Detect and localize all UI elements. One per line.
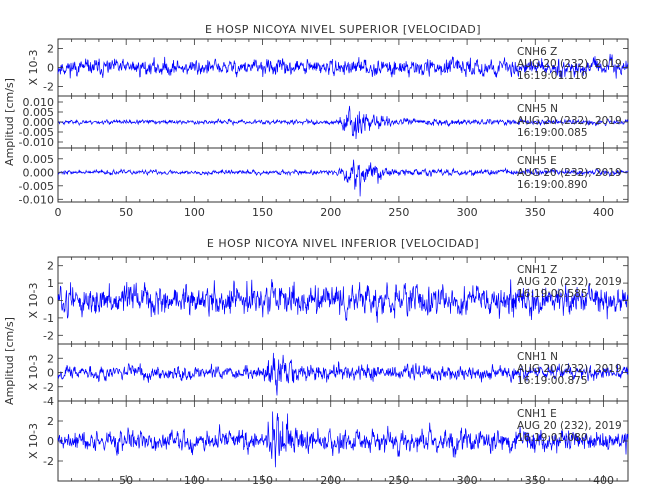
- x-tick-label: 50: [119, 474, 133, 487]
- y-axis-label: Amplitud [cm/s]: [3, 317, 16, 405]
- y-tick-label: 0: [47, 367, 54, 380]
- x-tick-label: 100: [184, 474, 205, 487]
- scale-multiplier-label: X 10-3: [27, 423, 40, 459]
- waveform-line: [57, 411, 629, 468]
- y-axis-label: Amplitud [cm/s]: [3, 78, 16, 166]
- y-tick-label: -1: [43, 312, 54, 325]
- time-label: 16:19:00.875: [517, 375, 588, 387]
- x-tick-label: 350: [525, 206, 546, 219]
- scale-multiplier-label: X 10-3: [27, 50, 40, 86]
- x-tick-label: 400: [593, 474, 614, 487]
- channel-label: CNH6 Z: [517, 46, 557, 58]
- chart-inferior: E HOSP NICOYA NIVEL INFERIOR [VELOCIDAD]…: [3, 237, 629, 487]
- channel-label: CNH5 E: [517, 155, 557, 167]
- y-tick-label: 0.010: [23, 96, 55, 109]
- y-tick-label: 0: [47, 295, 54, 308]
- x-tick-label: 0: [55, 206, 62, 219]
- y-tick-label: 0: [47, 62, 54, 75]
- y-tick-label: -0.005: [19, 180, 54, 193]
- date-label: AUG 20 (232), 2019: [517, 115, 622, 127]
- y-tick-label: -0.010: [19, 193, 54, 206]
- x-tick-label: 150: [252, 206, 273, 219]
- y-tick-label: 1: [47, 277, 54, 290]
- scale-multiplier-label: X 10-3: [27, 283, 40, 319]
- x-tick-label: 250: [388, 206, 409, 219]
- waveform-line: [57, 105, 629, 140]
- y-tick-label: -2: [43, 329, 54, 342]
- channel-label: CNH1 N: [517, 351, 558, 363]
- time-label: 16:19:00.890: [517, 179, 588, 191]
- y-tick-label: -2: [43, 455, 54, 468]
- date-label: AUG 20 (232), 2019: [517, 420, 622, 432]
- time-label: 16:19:00.085: [517, 127, 588, 139]
- y-tick-label: -4: [43, 395, 54, 408]
- x-tick-label: 400: [593, 206, 614, 219]
- x-tick-label: 200: [320, 206, 341, 219]
- scale-multiplier-label: X 10-3: [27, 355, 40, 391]
- channel-label: CNH1 E: [517, 408, 557, 420]
- chart-superior: E HOSP NICOYA NIVEL SUPERIOR [VELOCIDAD]…: [3, 23, 629, 219]
- y-tick-label: -2: [43, 381, 54, 394]
- waveform-line: [57, 279, 629, 323]
- y-tick-label: -0.005: [19, 126, 54, 139]
- x-tick-label: 50: [119, 206, 133, 219]
- x-tick-label: 200: [320, 474, 341, 487]
- y-tick-label: -0.010: [19, 136, 54, 149]
- channel-label: CNH5 N: [517, 103, 558, 115]
- y-tick-label: 2: [47, 260, 54, 273]
- date-label: AUG 20 (232), 2019: [517, 58, 622, 70]
- x-tick-label: 100: [184, 206, 205, 219]
- time-label: 16:19:00.585: [517, 288, 588, 300]
- chart-title: E HOSP NICOYA NIVEL SUPERIOR [VELOCIDAD]: [205, 23, 481, 36]
- panel-frame: [57, 147, 629, 203]
- waveform-line: [57, 53, 629, 79]
- y-tick-label: 2: [47, 352, 54, 365]
- y-tick-label: 2: [47, 43, 54, 56]
- x-tick-label: 150: [252, 474, 273, 487]
- waveform-line: [57, 159, 629, 197]
- y-tick-label: -2: [43, 81, 54, 94]
- y-tick-label: 0.005: [23, 106, 55, 119]
- waveform-line: [57, 352, 629, 396]
- y-tick-label: 2: [47, 415, 54, 428]
- y-tick-label: 0: [47, 435, 54, 448]
- x-tick-label: 350: [525, 474, 546, 487]
- x-tick-label: 250: [388, 474, 409, 487]
- date-label: AUG 20 (232), 2019: [517, 276, 622, 288]
- x-tick-label: 300: [457, 474, 478, 487]
- date-label: AUG 20 (232), 2019: [517, 363, 622, 375]
- y-tick-label: 0.000: [23, 116, 55, 129]
- date-label: AUG 20 (232), 2019: [517, 167, 622, 179]
- chart-title: E HOSP NICOYA NIVEL INFERIOR [VELOCIDAD]: [207, 237, 479, 250]
- y-tick-label: 0.005: [23, 153, 55, 166]
- y-tick-label: 0.000: [23, 166, 55, 179]
- time-label: 16:19:01.110: [517, 70, 588, 82]
- x-tick-label: 300: [457, 206, 478, 219]
- time-label: 16:19:01.080: [517, 432, 588, 444]
- channel-label: CNH1 Z: [517, 264, 557, 276]
